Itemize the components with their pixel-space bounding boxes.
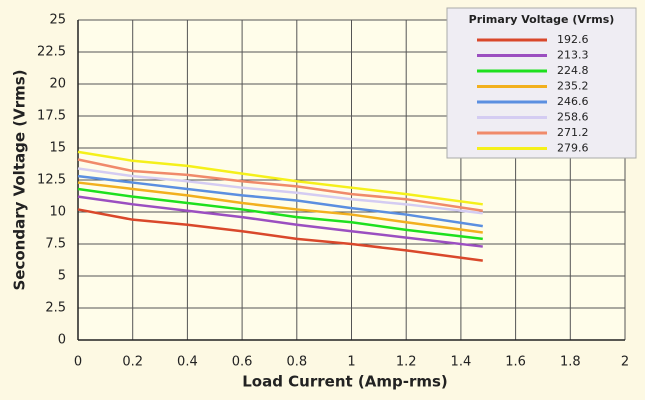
x-tick-label: 2 xyxy=(621,355,629,370)
y-tick-label: 0 xyxy=(58,333,66,348)
legend-label: 224.8 xyxy=(557,64,589,77)
y-tick-label: 17.5 xyxy=(37,109,66,124)
y-tick-label: 12.5 xyxy=(37,173,66,188)
y-tick-label: 15 xyxy=(49,141,66,156)
legend-label: 235.2 xyxy=(557,80,589,93)
legend-box xyxy=(446,7,637,159)
series-line xyxy=(77,174,483,228)
legend-label: 192.6 xyxy=(557,33,589,46)
x-tick-label: 0.2 xyxy=(122,355,143,370)
x-tick-label: 0 xyxy=(74,355,82,370)
series-line xyxy=(77,187,483,241)
x-tick-label: 1.6 xyxy=(505,355,526,370)
y-axis-title: Secondary Voltage (Vrms) xyxy=(11,69,29,290)
x-tick-label: 1.2 xyxy=(396,355,417,370)
y-tick-label: 2.5 xyxy=(45,301,66,316)
x-tick-label: 1.4 xyxy=(451,355,472,370)
series-line xyxy=(77,150,483,206)
legend-label: 246.6 xyxy=(557,95,589,108)
x-axis-title: Load Current (Amp-rms) xyxy=(242,373,448,391)
y-tick-label: 22.5 xyxy=(37,45,66,60)
x-tick-label: 1.8 xyxy=(560,355,581,370)
y-tick-label: 10 xyxy=(49,205,66,220)
legend-label: 213.3 xyxy=(557,49,589,62)
x-tick-label: 1 xyxy=(347,355,355,370)
legend-label: 258.6 xyxy=(557,111,589,124)
x-tick-label: 0.6 xyxy=(232,355,253,370)
x-tick-label: 0.4 xyxy=(177,355,198,370)
legend-title: Primary Voltage (Vrms) xyxy=(469,13,615,26)
series-line xyxy=(77,158,483,212)
series-line xyxy=(77,167,483,215)
series-line xyxy=(77,181,483,234)
y-tick-label: 5 xyxy=(58,269,66,284)
legend-label: 279.6 xyxy=(557,142,589,155)
y-tick-label: 20 xyxy=(49,77,66,92)
x-tick-label: 0.8 xyxy=(286,355,307,370)
series-line xyxy=(77,195,483,248)
legend-label: 271.2 xyxy=(557,126,589,139)
series-line xyxy=(77,208,483,262)
y-tick-label: 25 xyxy=(49,13,66,28)
y-tick-label: 7.5 xyxy=(45,237,66,252)
